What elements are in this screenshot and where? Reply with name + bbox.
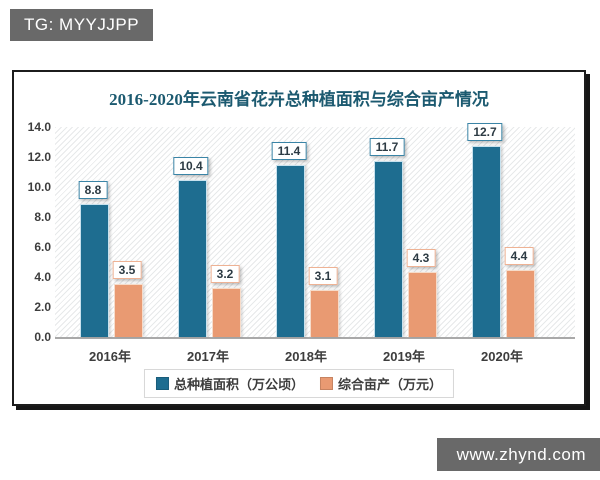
bar-wrap: 4.4 xyxy=(504,247,535,337)
bar-group-2020年: 12.7 4.4 xyxy=(453,122,551,337)
bar-series0-2019年 xyxy=(373,160,403,337)
value-label: 3.5 xyxy=(112,260,142,279)
bar-series1-2018年 xyxy=(309,289,339,337)
value-label: 11.7 xyxy=(369,137,405,156)
bar-wrap: 11.4 xyxy=(271,142,307,337)
legend-label: 总种植面积（万公顷） xyxy=(173,377,304,392)
x-axis: 2016年 2017年 2018年 2019年 2020年 xyxy=(55,346,575,364)
y-tick-label: 10.0 xyxy=(27,180,51,194)
bar-wrap: 12.7 xyxy=(467,122,503,337)
bar-wrap: 3.1 xyxy=(308,266,339,337)
chart-title: 2016-2020年云南省花卉总种植面积与综合亩产情况 xyxy=(109,90,489,109)
bar-series1-2020年 xyxy=(505,270,535,337)
bar-wrap: 11.7 xyxy=(369,137,405,337)
bar-wrap: 8.8 xyxy=(78,181,109,337)
y-tick-label: 4.0 xyxy=(34,270,51,284)
value-label: 4.4 xyxy=(504,247,534,265)
bar-series0-2018年 xyxy=(275,165,305,337)
x-tick-label: 2020年 xyxy=(481,349,523,364)
bar-series1-2019年 xyxy=(407,271,437,337)
bar-series0-2016年 xyxy=(79,204,109,337)
x-tick-label: 2016年 xyxy=(89,349,131,364)
plot-area: 8.8 3.5 10.4 3.2 11.4 3.1 11.7 4.3 12.7 4.4 xyxy=(55,122,575,339)
bar-series0-2020年 xyxy=(471,145,501,337)
value-label: 3.2 xyxy=(210,265,240,283)
value-label: 11.4 xyxy=(271,142,307,160)
x-tick-label: 2017年 xyxy=(187,349,229,364)
watermark-bottom-right: www.zhynd.com xyxy=(436,438,600,471)
value-label: 3.1 xyxy=(308,266,338,285)
watermark-top-left-text: TG: MYYJJPP xyxy=(24,15,140,34)
bar-series1-2017年 xyxy=(211,288,241,337)
bar-series0-2017年 xyxy=(177,180,207,337)
bar-series1-2016年 xyxy=(113,283,143,337)
legend-item-series0: 总种植面积（万公顷） xyxy=(155,374,304,393)
y-tick-label: 12.0 xyxy=(27,150,51,164)
legend-swatch-icon xyxy=(320,377,333,390)
y-tick-label: 14.0 xyxy=(27,120,51,134)
value-label: 4.3 xyxy=(406,248,436,267)
bar-wrap: 3.2 xyxy=(210,265,241,337)
x-tick-label: 2018年 xyxy=(285,349,327,364)
y-tick-label: 0.0 xyxy=(34,330,51,344)
y-tick-label: 8.0 xyxy=(34,210,51,224)
value-label: 10.4 xyxy=(173,157,209,175)
bar-group-2018年: 11.4 3.1 xyxy=(257,127,355,337)
legend: 总种植面积（万公顷） 综合亩产（万元） xyxy=(143,369,455,398)
y-tick-label: 6.0 xyxy=(34,240,51,254)
y-tick-label: 2.0 xyxy=(34,300,51,314)
value-label: 12.7 xyxy=(467,122,503,141)
value-label: 8.8 xyxy=(78,181,108,199)
bar-group-2016年: 8.8 3.5 xyxy=(61,127,159,337)
bar-wrap: 4.3 xyxy=(406,248,437,337)
legend-label: 综合亩产（万元） xyxy=(338,377,443,392)
legend-item-series1: 综合亩产（万元） xyxy=(320,374,442,393)
watermark-bottom-right-text: www.zhynd.com xyxy=(456,444,586,464)
bar-group-2019年: 11.7 4.3 xyxy=(355,127,453,337)
chart-frame: 2016-2020年云南省花卉总种植面积与综合亩产情况 8.8 3.5 10.4 3.… xyxy=(12,70,586,406)
bar-wrap: 10.4 xyxy=(173,157,209,337)
x-tick-label: 2019年 xyxy=(383,349,425,364)
legend-swatch-icon xyxy=(155,377,169,390)
bar-wrap: 3.5 xyxy=(112,260,143,337)
bar-group-2017年: 10.4 3.2 xyxy=(159,127,257,337)
watermark-top-left: TG: MYYJJPP xyxy=(10,9,154,41)
